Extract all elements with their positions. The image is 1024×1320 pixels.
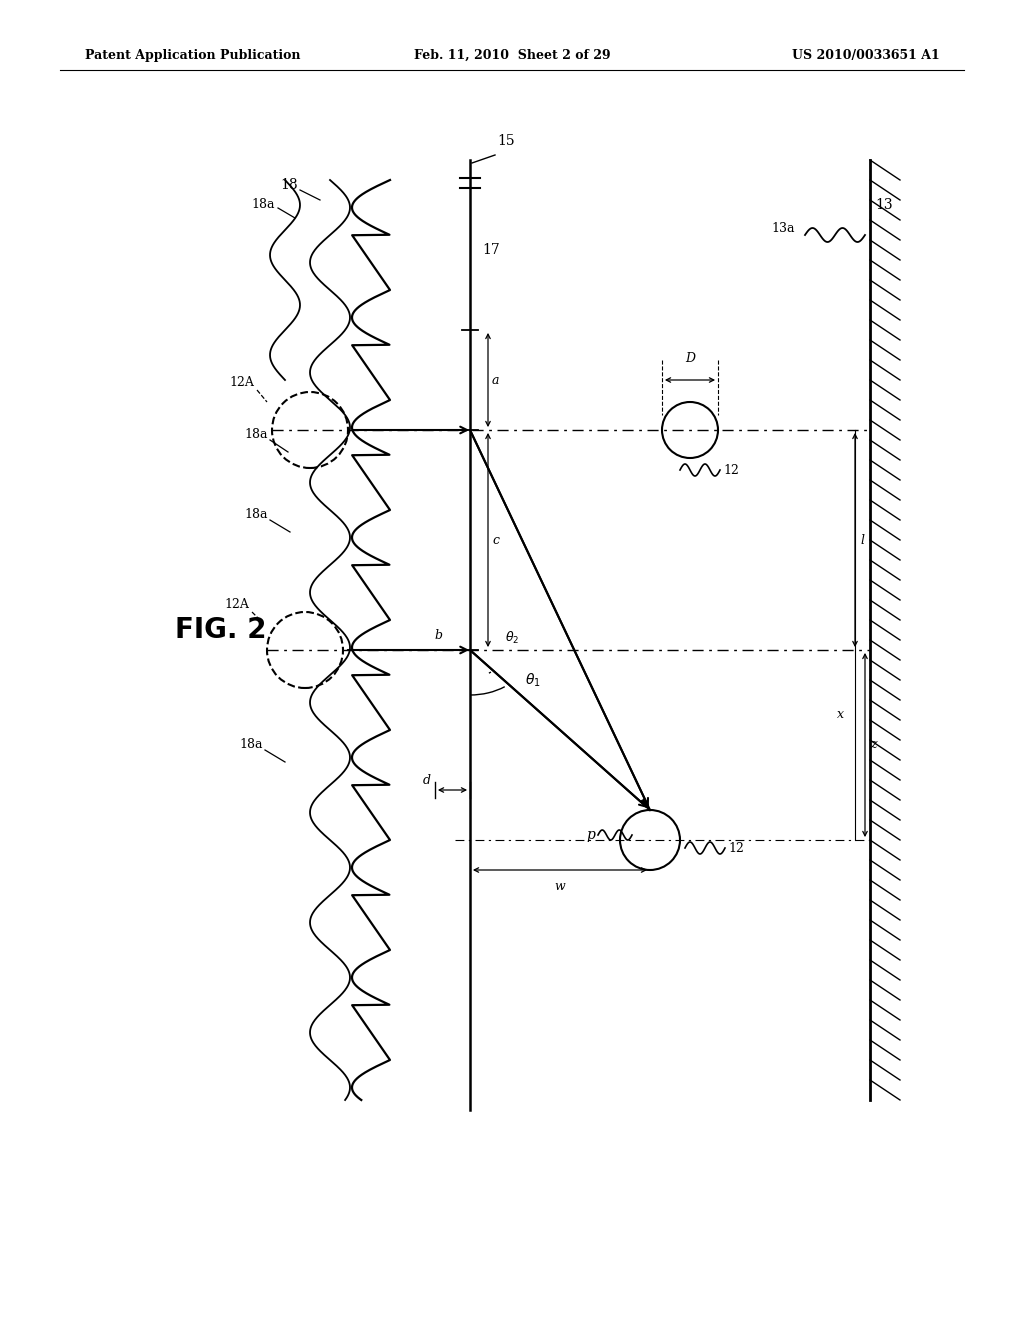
Text: 18a: 18a xyxy=(252,198,275,210)
Text: 15: 15 xyxy=(497,135,515,148)
Text: d: d xyxy=(423,774,431,787)
Text: FIG. 2: FIG. 2 xyxy=(175,616,266,644)
Text: 17: 17 xyxy=(482,243,500,257)
Text: 18a: 18a xyxy=(240,738,263,751)
Text: x: x xyxy=(837,709,844,722)
Text: b: b xyxy=(434,630,442,642)
Text: l: l xyxy=(860,533,864,546)
Text: 18a: 18a xyxy=(245,429,268,441)
Text: 18a: 18a xyxy=(245,508,268,521)
Text: D: D xyxy=(685,352,695,366)
Text: c: c xyxy=(492,533,499,546)
Text: 13a: 13a xyxy=(771,222,795,235)
Text: $\theta_2$: $\theta_2$ xyxy=(505,630,519,645)
Text: z: z xyxy=(870,738,877,751)
Text: 18: 18 xyxy=(281,178,298,191)
Text: 12: 12 xyxy=(723,463,739,477)
Text: $\theta_1$: $\theta_1$ xyxy=(525,672,541,689)
Text: 13: 13 xyxy=(874,198,893,213)
Text: w: w xyxy=(555,880,565,894)
Text: 12A: 12A xyxy=(224,598,249,611)
Text: p: p xyxy=(586,828,595,842)
Text: US 2010/0033651 A1: US 2010/0033651 A1 xyxy=(793,49,940,62)
Text: Patent Application Publication: Patent Application Publication xyxy=(85,49,300,62)
Text: 12: 12 xyxy=(728,842,743,854)
Text: Feb. 11, 2010  Sheet 2 of 29: Feb. 11, 2010 Sheet 2 of 29 xyxy=(414,49,610,62)
Text: 12A: 12A xyxy=(229,376,254,389)
Text: a: a xyxy=(492,374,500,387)
